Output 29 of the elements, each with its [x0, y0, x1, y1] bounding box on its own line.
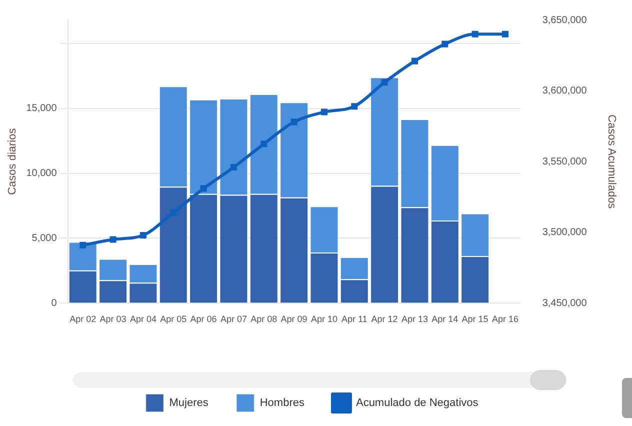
- y-tick-label: 0: [51, 298, 58, 309]
- y2-tick-label: 3,500,000: [542, 227, 588, 238]
- x-tick-label: Apr 09: [280, 314, 308, 324]
- x-tick-label: Apr 10: [310, 314, 338, 324]
- x-tick-label: Apr 16: [492, 314, 518, 324]
- y-axis-title: Casos diarios: [6, 128, 19, 195]
- x-tick-label: Apr 11: [341, 314, 368, 324]
- y2-tick-label: 3,600,000: [542, 86, 588, 97]
- legend-label: Hombres: [260, 397, 305, 410]
- x-tick-label: Apr 02: [70, 314, 96, 324]
- x-tick-label: Apr 15: [462, 314, 488, 324]
- x-tick-label: Apr 03: [100, 314, 126, 324]
- y2-tick-label: 3,650,000: [542, 14, 588, 26]
- x-tick-label: Apr 07: [220, 314, 247, 324]
- y-tick-label: 5,000: [32, 232, 58, 244]
- x-tick-label: Apr 12: [371, 314, 398, 324]
- y-tick-label: 15,000: [26, 103, 58, 114]
- x-tick-label: Apr 06: [190, 314, 217, 324]
- x-tick-label: Apr 08: [250, 314, 278, 324]
- y2-tick-label: 3,550,000: [542, 156, 588, 168]
- x-tick-label: Apr 14: [432, 314, 458, 324]
- legend-label: Mujeres: [169, 397, 209, 410]
- legend-label: Acumulado de Negativos: [356, 397, 479, 410]
- x-tick-label: Apr 04: [130, 314, 156, 324]
- y2-tick-label: 3,450,000: [542, 298, 588, 309]
- y-tick-label: 10,000: [26, 168, 58, 180]
- x-tick-label: Apr 05: [160, 314, 187, 324]
- y2-axis-title: Casos Acumulados: [605, 114, 618, 210]
- x-tick-label: Apr 13: [401, 314, 428, 324]
